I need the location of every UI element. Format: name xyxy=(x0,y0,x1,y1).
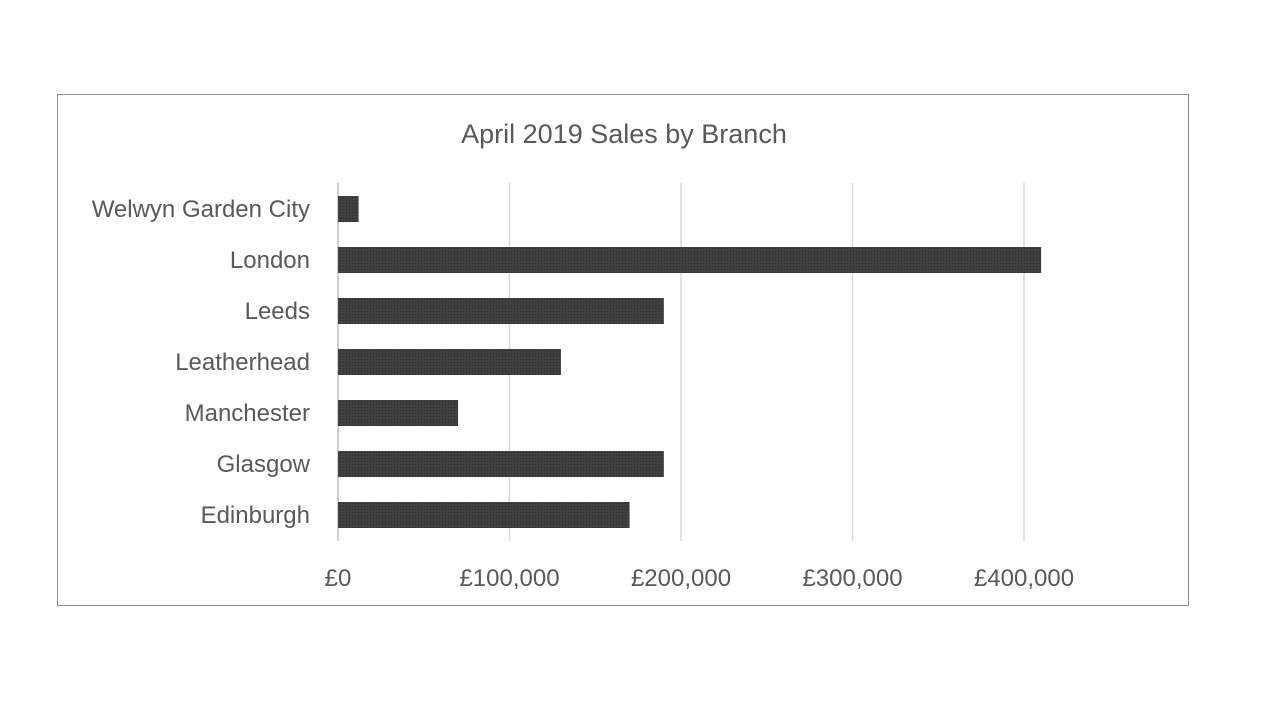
category-label: Glasgow xyxy=(217,451,311,478)
bar xyxy=(338,502,630,528)
bar xyxy=(338,349,561,375)
bar xyxy=(338,451,664,477)
chart-frame: April 2019 Sales by Branch Welwyn Garden… xyxy=(57,94,1189,606)
gridlines xyxy=(508,183,1025,541)
x-tick-label: £0 xyxy=(325,565,352,592)
category-labels: Welwyn Garden City London Leeds Leatherhead… xyxy=(92,196,311,529)
category-label: Manchester xyxy=(185,400,310,427)
bar xyxy=(338,298,664,324)
x-tick-label: £300,000 xyxy=(802,565,902,592)
x-tick-label: £400,000 xyxy=(974,565,1074,592)
x-tick-labels: £0 £100,000 £200,000 £300,000 £400,000 xyxy=(325,565,1074,592)
bar xyxy=(338,400,459,426)
bars xyxy=(338,196,1042,528)
chart-title: April 2019 Sales by Branch xyxy=(461,119,787,149)
x-tick-label: £200,000 xyxy=(631,565,731,592)
bar-chart: April 2019 Sales by Branch Welwyn Garden… xyxy=(92,119,1074,592)
bar xyxy=(338,247,1042,273)
category-label: Welwyn Garden City xyxy=(92,196,310,223)
bar xyxy=(338,196,359,222)
category-label: London xyxy=(230,247,310,274)
category-label: Leeds xyxy=(245,298,310,325)
category-label: Edinburgh xyxy=(201,502,310,529)
x-tick-label: £100,000 xyxy=(459,565,559,592)
category-label: Leatherhead xyxy=(175,349,310,376)
